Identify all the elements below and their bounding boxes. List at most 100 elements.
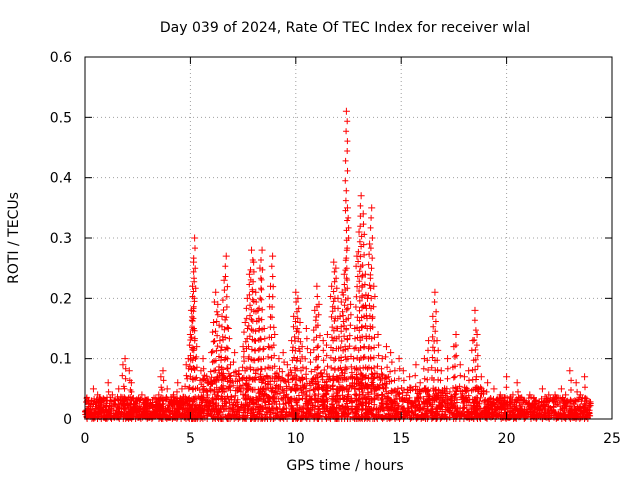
data-point [260,325,268,332]
x-tick-label: 5 [186,431,195,447]
x-tick-label: 0 [81,431,90,447]
data-point [433,337,441,345]
data-point [243,294,251,302]
data-point [420,355,428,363]
x-tick-label: 15 [392,431,410,447]
y-tick-label: 0.2 [50,291,72,307]
data-point [460,373,468,381]
x-axis-label: GPS time / hours [286,458,403,474]
data-point [248,246,256,254]
data-point [115,385,123,393]
data-point [216,337,224,345]
data-point [315,300,323,308]
data-point [197,367,205,375]
data-point [178,385,186,393]
data-point [245,270,253,278]
data-point [342,107,350,115]
data-point [264,343,272,351]
data-point [503,373,511,381]
data-point [235,367,243,375]
y-tick-label: 0.6 [50,50,72,66]
data-point [368,204,376,212]
data-point [279,349,287,357]
data-point [298,343,306,351]
data-point [89,385,97,393]
data-point [226,361,234,369]
data-point [513,379,521,387]
data-point [444,355,452,363]
data-point [184,355,192,363]
data-point [269,252,277,260]
data-point [585,403,593,411]
data-point [406,373,414,381]
data-point [343,204,351,212]
data-point [399,367,407,375]
data-point [271,331,279,339]
data-point [465,367,473,375]
data-point [551,391,559,399]
x-tick-label: 20 [498,431,516,447]
data-point [566,367,574,375]
data-point [328,282,336,290]
data-point [545,391,553,399]
data-point [258,246,266,254]
data-point [267,282,275,290]
data-point [370,282,378,290]
data-point [450,343,458,351]
data-point [125,367,133,375]
data-point [294,294,302,302]
data-point [239,343,247,351]
y-tick-label: 0.1 [50,352,72,368]
data-point [340,270,348,278]
x-tick-label: 25 [603,431,621,447]
data-point [353,252,361,260]
data-point [452,331,460,339]
data-point [231,349,239,357]
data-point [182,361,190,369]
data-point [336,312,344,320]
data-point [193,343,201,351]
data-point [127,379,135,387]
data-point [250,258,258,266]
data-point [102,397,110,405]
data-point [363,294,371,302]
data-point [412,361,420,369]
data-point [163,385,171,393]
data-point [104,379,112,387]
data-point [332,264,340,272]
data-point [374,331,382,339]
data-point [359,210,367,218]
y-tick-label: 0.5 [50,110,72,126]
data-point [119,361,127,369]
data-point [94,391,102,399]
data-point [203,379,211,387]
chart-title: Day 039 of 2024, Rate Of TEC Index for r… [160,20,530,36]
data-point [456,361,464,369]
data-point [562,391,570,399]
data-point [212,288,220,296]
data-point [302,325,310,332]
data-point [471,306,479,314]
data-point [391,367,399,375]
data-point [307,349,315,357]
data-point [473,331,481,339]
y-axis-label: ROTI / TECUs [6,192,22,284]
data-point [387,349,395,357]
data-point [220,276,228,284]
data-point [576,391,584,399]
data-point [108,391,116,399]
data-point [490,385,498,393]
data-point [355,228,363,236]
data-point [187,306,195,314]
axis-ticks: 0 5 10 15 20 25 0 0.1 0.2 0.3 0.4 0.5 0.6 [50,50,621,447]
data-point [366,240,374,248]
data-point [210,318,218,326]
data-point [199,355,207,363]
data-point [338,288,346,296]
data-point [361,270,369,278]
data-point [189,282,197,290]
data-point [378,355,386,363]
data-point [222,252,230,260]
data-point [429,312,437,320]
data-point [323,331,331,339]
